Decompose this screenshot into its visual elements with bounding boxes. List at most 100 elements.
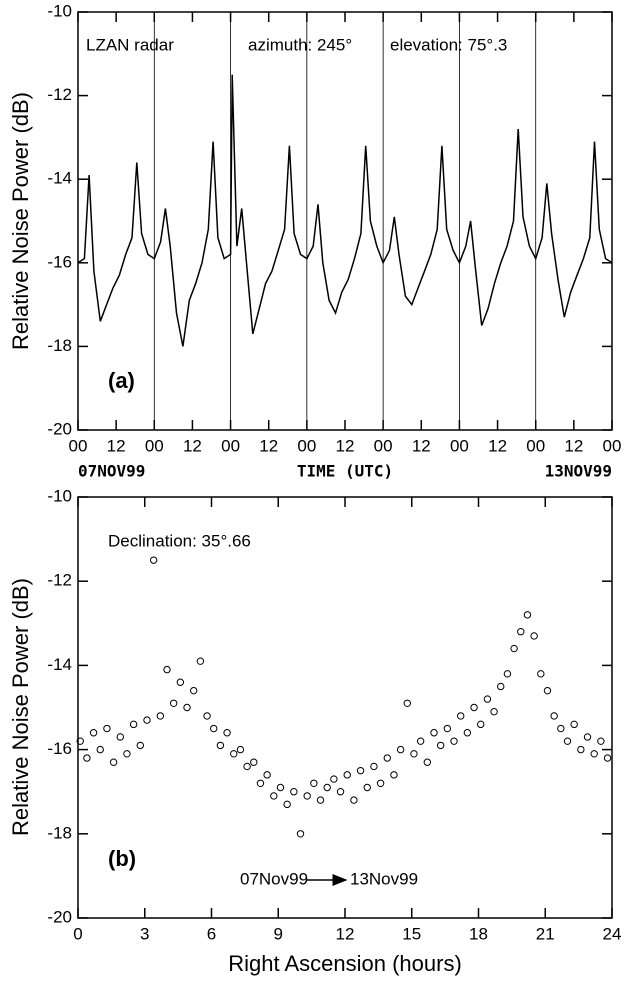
x-tick-label: 12 [336,436,355,455]
date-label: 07NOV99 [78,462,145,481]
panel-label: (a) [108,368,135,393]
x-tick-label: 00 [221,436,240,455]
x-tick-label: 00 [145,436,164,455]
data-point [169,699,178,707]
y-axis-title: Relative Noise Power (dB) [8,92,33,350]
data-point [336,788,345,796]
data-point [103,724,111,733]
data-point [356,766,365,775]
data-point [396,745,405,754]
x-tick-label: 00 [450,436,469,455]
data-point [283,800,291,809]
data-point [109,758,118,766]
data-point [550,712,558,720]
x-tick-label: 15 [402,924,421,943]
x-tick-label: 00 [526,436,545,455]
y-tick-label: -18 [47,336,72,355]
data-point [477,720,485,729]
data-point [343,771,351,779]
data-point [463,729,472,737]
data-point [403,699,411,707]
data-point [236,745,245,754]
data-point [490,708,498,716]
annotation: LZAN radar [86,35,174,54]
data-point [183,703,191,712]
y-tick-label: -14 [47,655,72,674]
x-tick-label: 00 [297,436,316,455]
plot-frame [77,11,613,431]
data-point [250,758,258,766]
y-tick-label: -10 [47,1,72,20]
y-tick-label: -12 [47,571,72,590]
data-point [156,712,165,720]
data-point [370,762,378,771]
data-point [143,716,151,724]
x-tick-label: 0 [73,924,82,943]
data-point [76,737,84,745]
x-tick-label: 9 [274,924,283,943]
data-point [390,771,398,779]
annotation: 13Nov99 [350,869,418,888]
data-line [77,74,613,347]
x-axis-title: TIME (UTC) [297,462,393,481]
data-point [543,686,552,695]
data-point [203,712,211,720]
x-tick-label: 12 [564,436,583,455]
x-tick-label: 6 [207,924,216,943]
data-point [457,712,465,720]
data-point [423,758,432,766]
data-point [330,775,338,783]
data-point [450,737,458,745]
data-point [523,611,532,619]
data-point [163,665,171,674]
data-point [303,792,311,800]
data-point [537,670,545,678]
x-tick-label: 00 [374,436,393,455]
data-point [83,754,91,762]
y-tick-label: -10 [47,486,72,505]
x-tick-label: 3 [140,924,149,943]
data-point [410,750,418,758]
x-tick-label: 00 [603,436,622,455]
data-point [590,750,598,758]
data-point [530,632,538,640]
data-point [296,830,305,838]
data-point [603,754,612,762]
data-point [216,741,225,750]
data-point [270,792,278,800]
data-point [350,796,358,804]
data-point [443,724,452,733]
y-tick-label: -12 [47,85,72,104]
data-point [263,771,271,779]
x-tick-label: 24 [603,924,622,943]
data-point [136,741,145,750]
data-point [503,670,512,678]
x-tick-label: 12 [336,924,355,943]
data-point [123,750,131,758]
plot-frame [77,496,613,919]
data-point [497,682,505,691]
data-point [430,729,438,737]
annotation: Declination: 35°.66 [108,531,251,550]
data-point [323,783,331,792]
data-point [376,779,385,787]
data-point [510,644,518,653]
data-point [256,779,265,787]
data-point [276,783,285,792]
data-point [557,724,565,733]
y-tick-label: -18 [47,823,72,842]
x-tick-label: 12 [412,436,431,455]
data-point [570,720,578,729]
data-point [243,762,251,771]
data-point [363,783,371,792]
data-point [190,686,198,695]
x-tick-label: 21 [536,924,555,943]
y-tick-label: -20 [47,907,72,926]
data-point [290,788,298,796]
data-point [483,695,492,703]
data-point [89,729,98,737]
y-tick-label: -16 [47,739,72,758]
x-tick-label: 18 [469,924,488,943]
